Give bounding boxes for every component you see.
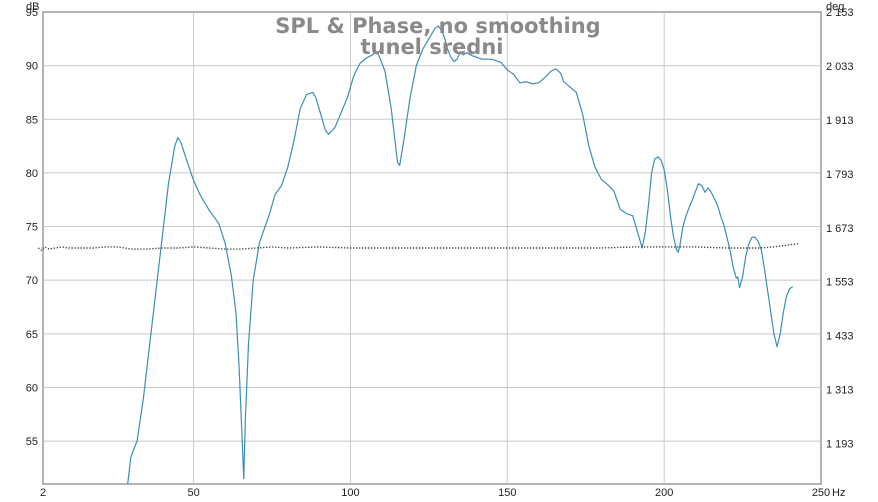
left-y-tick-label: 95 (26, 7, 38, 19)
right-y-tick-label: 2 153 (826, 7, 854, 19)
x-tick-label: 100 (341, 487, 359, 499)
x-tick-label: 150 (498, 487, 516, 499)
spl-series-line (127, 25, 794, 485)
x-tick-label: 250 (812, 487, 830, 499)
chart-title-line-1: SPL & Phase, no smoothing (275, 14, 600, 38)
left-y-tick-label: 70 (26, 275, 38, 287)
right-unit-label: deg (826, 1, 844, 13)
phase-series-line (37, 243, 800, 251)
chart-title-line-2: tunel sredni (361, 35, 504, 59)
right-y-tick-label: 1 193 (826, 439, 854, 451)
left-y-tick-label: 85 (26, 114, 38, 126)
grid-lines (43, 12, 821, 484)
left-y-tick-label: 80 (26, 168, 38, 180)
x-tick-label: 2 (40, 487, 46, 499)
left-y-tick-label: 55 (26, 436, 38, 448)
x-tick-label: 200 (655, 487, 673, 499)
x-tick-label: 50 (187, 487, 199, 499)
left-y-tick-label: 60 (26, 382, 38, 394)
right-y-tick-label: 1 433 (826, 331, 854, 343)
x-unit-label: Hz (832, 487, 845, 499)
left-unit-label: dB (26, 1, 39, 13)
right-y-tick-label: 1 913 (826, 115, 854, 127)
left-y-tick-label: 65 (26, 329, 38, 341)
right-y-tick-label: 2 033 (826, 61, 854, 73)
right-y-tick-label: 1 793 (826, 169, 854, 181)
series-lines (37, 25, 800, 485)
left-y-tick-label: 90 (26, 61, 38, 73)
right-y-tick-label: 1 313 (826, 385, 854, 397)
left-y-tick-label: 75 (26, 222, 38, 234)
right-y-tick-label: 1 553 (826, 277, 854, 289)
right-y-tick-label: 1 673 (826, 223, 854, 235)
